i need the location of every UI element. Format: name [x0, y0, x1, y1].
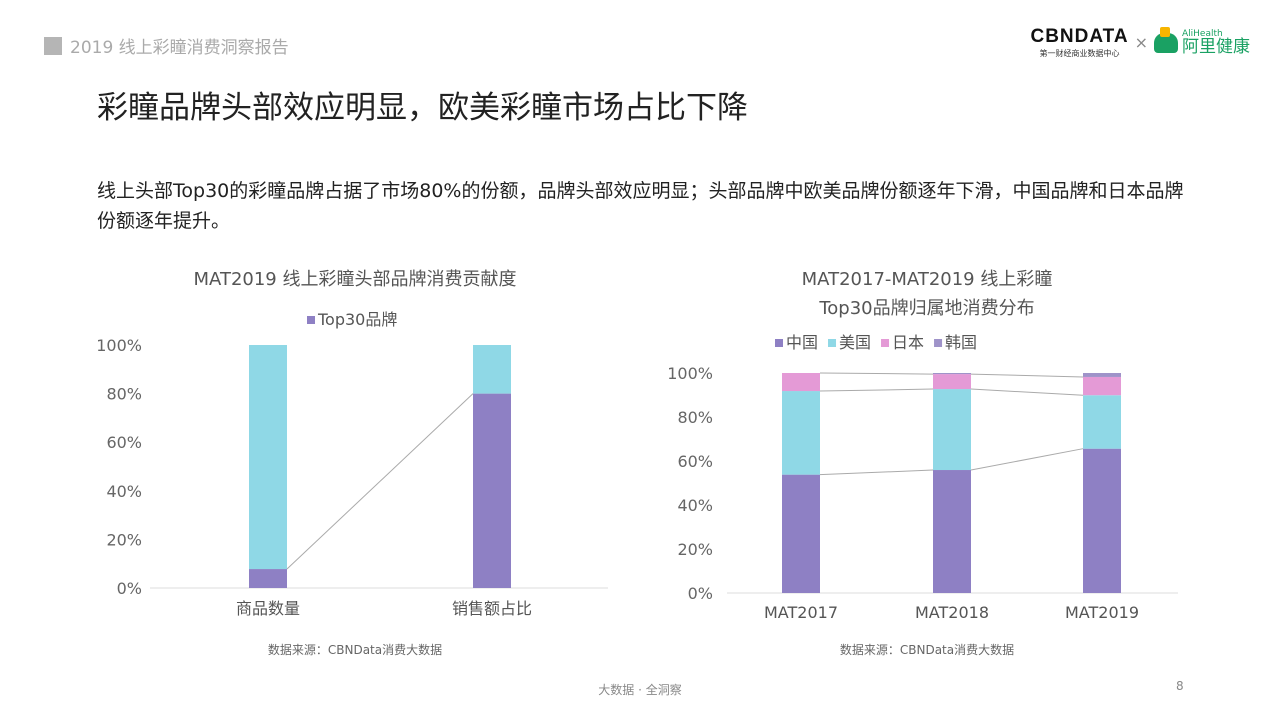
footer-slogan: 大数据 · 全洞察 — [598, 683, 682, 697]
chart-title: MAT2017-MAT2019 线上彩瞳 — [802, 269, 1053, 290]
bar-segment — [473, 345, 511, 394]
bar-segment — [249, 569, 287, 588]
legend-label: Top30品牌 — [317, 310, 397, 329]
connector-line — [819, 388, 934, 392]
header-square-icon — [44, 36, 62, 55]
report-name: 2019 线上彩瞳消费洞察报告 — [70, 38, 289, 58]
chart-subtitle: Top30品牌归属地消费分布 — [818, 298, 1034, 319]
data-source: 数据来源：CBNData消费大数据 — [268, 642, 442, 657]
legend-swatch — [881, 339, 890, 347]
x-category-label: MAT2017 — [764, 603, 838, 622]
connector-line — [286, 393, 474, 570]
ali-cn: 阿里健康 — [1182, 36, 1250, 57]
alihealth-icon — [1154, 26, 1178, 53]
x-category-label: 商品数量 — [236, 599, 300, 618]
y-tick-label: 0% — [688, 584, 713, 603]
bar-segment — [1083, 395, 1121, 449]
legend-label: 中国 — [786, 333, 818, 352]
legend-swatch — [307, 316, 315, 324]
y-tick-label: 100% — [96, 336, 142, 355]
y-tick-label: 100% — [667, 364, 713, 383]
connector-line — [970, 448, 1084, 471]
y-tick-label: 0% — [117, 579, 142, 598]
bar-segment — [1083, 448, 1121, 593]
legend-swatch — [775, 339, 783, 347]
y-tick-label: 40% — [677, 496, 713, 515]
chart-title: MAT2019 线上彩瞳头部品牌消费贡献度 — [194, 269, 517, 290]
legend-swatch — [828, 339, 837, 347]
y-tick-label: 60% — [677, 452, 713, 471]
y-tick-label: 80% — [106, 385, 142, 404]
bar-segment — [1083, 376, 1121, 396]
bar-segment — [933, 373, 971, 375]
legend-swatch — [934, 339, 943, 347]
y-tick-label: 80% — [677, 408, 713, 427]
bar-segment — [782, 474, 820, 593]
connector-line — [819, 372, 934, 375]
y-tick-label: 20% — [106, 530, 142, 549]
legend-label: 日本 — [892, 333, 924, 352]
y-tick-label: 60% — [106, 433, 142, 452]
x-category-label: MAT2018 — [915, 603, 989, 622]
page-number: 8 — [1176, 679, 1184, 693]
y-tick-label: 20% — [677, 540, 713, 559]
bar-segment — [782, 391, 820, 475]
ali-en: AliHealth — [1182, 28, 1223, 39]
x-category-label: 销售额占比 — [452, 599, 532, 618]
connector-line — [819, 469, 934, 476]
bar-segment — [933, 389, 971, 471]
legend-label: 韩国 — [945, 333, 977, 352]
logo: CBNDATA 第一财经商业数据中心 × AliHealth 阿里健康 — [1030, 26, 1250, 59]
bar-segment — [249, 345, 287, 570]
data-source: 数据来源：CBNData消费大数据 — [840, 642, 1014, 657]
bar-segment — [933, 470, 971, 593]
legend-label: 美国 — [839, 333, 871, 352]
bar-segment — [1083, 373, 1121, 377]
cbn-logo: CBNDATA — [1030, 26, 1129, 47]
description: 线上头部Top30的彩瞳品牌占据了市场80%的份额，品牌头部效应明显；头部品牌中… — [97, 180, 1184, 232]
page-title: 彩瞳品牌头部效应明显，欧美彩瞳市场占比下降 — [97, 90, 748, 126]
bar-segment — [933, 374, 971, 390]
cbn-logo-sub: 第一财经商业数据中心 — [1039, 49, 1120, 58]
connector-line — [970, 388, 1084, 396]
x-category-label: MAT2019 — [1065, 603, 1139, 622]
bar-segment — [473, 393, 511, 588]
logo-x: × — [1134, 33, 1148, 52]
bar-segment — [782, 373, 820, 392]
y-tick-label: 40% — [106, 482, 142, 501]
connector-line — [970, 373, 1084, 378]
report-header: 2019 线上彩瞳消费洞察报告 — [44, 33, 289, 58]
